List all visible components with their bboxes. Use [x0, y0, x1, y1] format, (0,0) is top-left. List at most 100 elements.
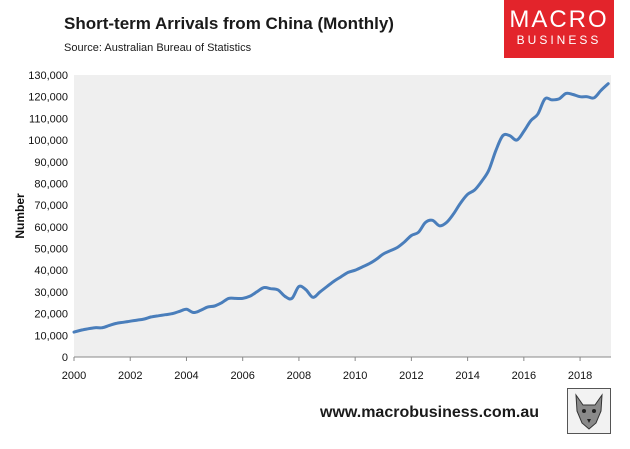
data-point: [199, 309, 202, 311]
data-point: [474, 189, 476, 191]
x-axis: 2000 2002 2004 2006 2008 2010 2012 2014 2016 2018: [62, 357, 592, 382]
data-point: [347, 271, 349, 273]
data-point: [263, 287, 265, 289]
data-point: [129, 320, 131, 322]
data-point: [607, 83, 609, 85]
data-point: [579, 96, 581, 98]
y-tick-label: 50,000: [34, 244, 68, 256]
series-points: [73, 83, 609, 333]
data-point: [256, 291, 258, 293]
data-point: [333, 280, 335, 282]
x-tick-label: 2012: [399, 370, 423, 382]
data-point: [565, 92, 567, 94]
logo-line-2: BUSINESS: [516, 33, 602, 47]
y-tick-label: 0: [62, 352, 68, 364]
data-point: [509, 135, 511, 137]
x-tick-label: 2014: [455, 370, 479, 382]
y-tick-label: 20,000: [34, 309, 68, 321]
chart-source: Source: Australian Bureau of Statistics: [64, 42, 252, 54]
data-point: [558, 98, 560, 100]
y-axis: 0 10,000 20,000 30,000 40,000 50,000 60,000 70,…: [28, 70, 68, 364]
data-point: [221, 302, 223, 304]
y-tick-label: 40,000: [34, 265, 68, 277]
wolf-emblem-icon: [567, 388, 611, 434]
data-point: [572, 93, 574, 96]
y-tick-label: 110,000: [29, 113, 68, 125]
y-tick-label: 130,000: [28, 70, 68, 82]
data-point: [136, 319, 138, 321]
data-point: [143, 318, 145, 320]
y-tick-label: 30,000: [34, 287, 68, 299]
data-point: [284, 295, 286, 297]
x-tick-label: 2006: [230, 370, 254, 382]
data-point: [108, 324, 110, 327]
data-point: [192, 311, 195, 314]
data-point: [488, 169, 490, 171]
data-point: [178, 310, 180, 312]
data-point: [361, 266, 363, 268]
data-point: [319, 291, 321, 293]
data-point: [101, 327, 103, 329]
x-tick-label: 2002: [118, 370, 142, 382]
macrobusiness-logo[interactable]: MACRO BUSINESS: [504, 0, 614, 58]
data-point: [586, 96, 588, 98]
data-point: [150, 316, 152, 318]
data-point: [249, 295, 251, 297]
data-point: [537, 113, 539, 115]
data-point: [206, 306, 209, 308]
data-point: [453, 213, 455, 215]
data-point: [375, 258, 377, 260]
data-point: [305, 289, 307, 291]
x-tick-label: 2004: [174, 370, 198, 382]
data-point: [523, 130, 525, 132]
data-point: [164, 314, 166, 316]
data-point: [185, 308, 188, 310]
plot-area: [74, 75, 611, 357]
chart-title: Short-term Arrivals from China (Monthly): [64, 14, 394, 33]
data-point: [481, 180, 483, 182]
data-point: [326, 285, 328, 288]
data-point: [291, 297, 293, 299]
data-point: [445, 221, 448, 224]
data-point: [516, 139, 518, 141]
data-point: [417, 231, 419, 233]
data-point: [87, 328, 89, 330]
data-point: [502, 135, 504, 137]
data-point: [389, 250, 391, 252]
data-point: [73, 331, 75, 333]
y-tick-label: 80,000: [34, 178, 68, 190]
x-tick-label: 2016: [512, 370, 536, 382]
data-point: [270, 288, 272, 290]
data-point: [81, 329, 83, 331]
website-url[interactable]: www.macrobusiness.com.au: [320, 404, 540, 421]
data-point: [171, 313, 173, 315]
data-point: [122, 321, 124, 323]
y-tick-label: 100,000: [28, 135, 68, 147]
data-point: [298, 285, 300, 288]
data-point: [382, 253, 384, 255]
data-point: [312, 296, 314, 298]
data-point: [467, 193, 469, 195]
x-tick-label: 2010: [343, 370, 367, 382]
data-point: [115, 322, 117, 324]
data-point: [403, 241, 405, 243]
data-point: [277, 289, 279, 291]
data-point: [94, 327, 96, 329]
data-point: [544, 98, 546, 100]
data-point: [242, 297, 244, 299]
data-point: [368, 263, 370, 265]
x-tick-label: 2000: [62, 370, 86, 382]
y-tick-label: 120,000: [28, 92, 68, 104]
y-tick-label: 70,000: [34, 200, 68, 212]
data-point: [600, 89, 602, 91]
y-tick-label: 90,000: [34, 157, 68, 169]
data-point: [424, 221, 426, 224]
logo-line-1: MACRO: [509, 6, 609, 33]
data-point: [235, 297, 237, 299]
y-tick-label: 10,000: [34, 330, 68, 342]
data-point: [157, 315, 159, 317]
data-point: [460, 202, 462, 204]
data-point: [410, 234, 412, 237]
data-point: [593, 97, 595, 99]
